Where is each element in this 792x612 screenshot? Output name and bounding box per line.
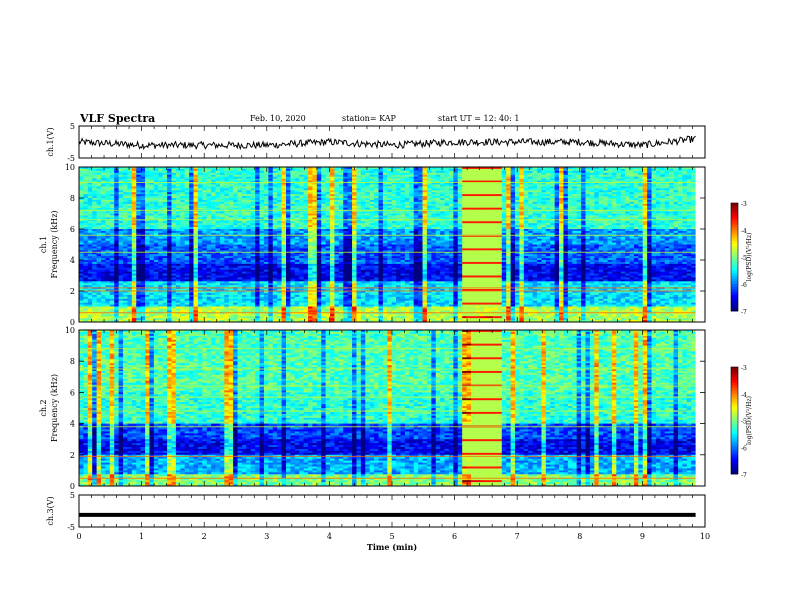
ch1-waveform-tick-label: -5: [67, 154, 75, 163]
ch1-waveform-tick-label: 5: [70, 122, 75, 131]
figure-canvas: 5-5ch.1(V)0246810ch.1 Frequency (kHz)-3-4…: [0, 0, 792, 612]
ch1-waveform-line: [79, 136, 696, 149]
spectrogram-1: [79, 167, 705, 322]
ch1-waveform-ylabel: ch.1(V): [46, 127, 55, 156]
vlf-spectra-figure: VLF Spectra Feb. 10, 2020 station= KAP s…: [0, 0, 792, 612]
